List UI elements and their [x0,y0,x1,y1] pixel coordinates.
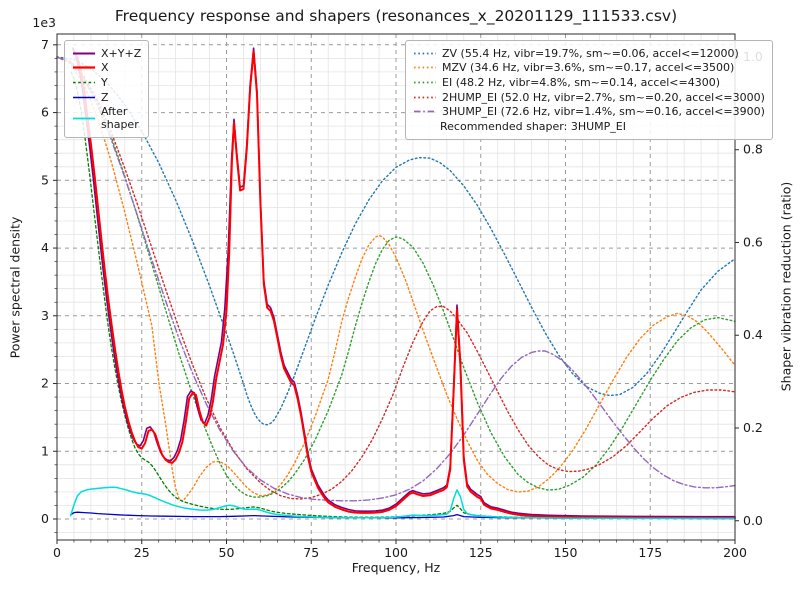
x-tick-label: 0 [53,545,61,560]
y-axis-label-right: Shaper vibration reduction (ratio) [778,181,794,392]
legend-line-sample [73,117,95,120]
legend-item-x: X [72,61,141,74]
legend-line-sample [73,96,95,98]
x-tick-label: 125 [469,545,493,560]
legend-label: After shaper [101,105,139,132]
x-tick-label: 50 [219,545,235,560]
legend-item-xyz: X+Y+Z [72,47,141,60]
y-left-tick-label: 1 [41,443,49,458]
legend-line-sample [414,66,436,69]
series-ei3hump [56,56,736,502]
series-ei [56,56,736,498]
legend-item-after: After shaper [72,105,141,131]
legend-shaper-rows: ZV (55.4 Hz, vibr=19.7%, sm~=0.06, accel… [413,47,765,119]
series-z [69,511,736,520]
legend-label: X [101,61,109,75]
legend-label: ZV (55.4 Hz, vibr=19.7%, sm~=0.06, accel… [442,46,739,60]
legend-line-sample [73,52,95,55]
series-zv [56,56,736,426]
y-left-tick-label: 0 [41,511,49,526]
legend-psd: X+Y+Z X Y Z After shaper [64,40,150,139]
axes-border [56,33,736,541]
y-left-tick-label: 2 [41,376,49,391]
x-tick-label: 200 [723,545,747,560]
y-right-tick-label: 0.8 [743,142,763,157]
legend-label: EI (48.2 Hz, vibr=4.8%, sm~=0.14, accel<… [442,75,720,89]
legend-label: X+Y+Z [101,46,142,60]
y-left-tick-label: 3 [41,308,49,323]
y-left-tick-label: 4 [41,240,49,255]
legend-label: Z [101,90,109,104]
y-right-tick-label: 0.0 [743,513,763,528]
legend-item-zv: ZV (55.4 Hz, vibr=19.7%, sm~=0.06, accel… [413,47,765,60]
legend-item-ei2hump: 2HUMP_EI (52.0 Hz, vibr=2.7%, sm~=0.20, … [413,91,765,104]
legend-item-ei: EI (48.2 Hz, vibr=4.8%, sm~=0.14, accel<… [413,76,765,89]
legend-psd-rows: X+Y+Z X Y Z After shaper [72,47,141,132]
y-axis-label-left: Power spectral density [7,216,23,359]
legend-item-ei3hump: 3HUMP_EI (72.6 Hz, vibr=1.4%, sm~=0.16, … [413,105,765,118]
series-ei2hump [56,56,736,500]
legend-line-sample [73,66,95,69]
legend-item-z: Z [72,91,141,104]
x-tick-label: 150 [554,545,578,560]
legend-shapers: ZV (55.4 Hz, vibr=19.7%, sm~=0.06, accel… [405,40,773,140]
x-tick-label: 25 [134,545,150,560]
y-left-tick-label: 5 [41,172,49,187]
legend-label: 2HUMP_EI (52.0 Hz, vibr=2.7%, sm~=0.20, … [442,90,765,104]
chart-title: Frequency response and shapers (resonanc… [114,7,678,25]
legend-item-y: Y [72,76,141,89]
legend-line-sample [414,52,436,54]
y-left-tick-label: 7 [41,37,49,52]
legend-line-sample [73,81,95,84]
x-tick-label: 75 [303,545,319,560]
legend-label: MZV (34.6 Hz, vibr=3.6%, sm~=0.17, accel… [442,61,735,75]
axis-offset-text: 1e3 [32,15,56,30]
y-right-tick-label: 0.4 [743,327,763,342]
x-tick-label: 100 [384,545,408,560]
legend-line-sample [414,96,436,99]
y-left-tick-label: 6 [41,105,49,120]
y-right-tick-label: 0.6 [743,234,763,249]
series-x [73,50,736,520]
legend-line-sample [414,81,436,84]
legend-label: 3HUMP_EI (72.6 Hz, vibr=1.4%, sm~=0.16, … [442,105,765,119]
series-mzv [56,56,736,502]
x-axis-label: Frequency, Hz [351,560,441,575]
legend-item-mzv: MZV (34.6 Hz, vibr=3.6%, sm~=0.17, accel… [413,61,765,74]
x-tick-label: 175 [638,545,662,560]
legend-line-sample [414,110,436,113]
series-after [69,486,736,520]
y-right-tick-label: 0.2 [743,420,763,435]
recommended-shaper-note: Recommended shaper: 3HUMP_EI [440,120,626,134]
series-y [70,71,736,519]
legend-label: Y [101,75,108,89]
